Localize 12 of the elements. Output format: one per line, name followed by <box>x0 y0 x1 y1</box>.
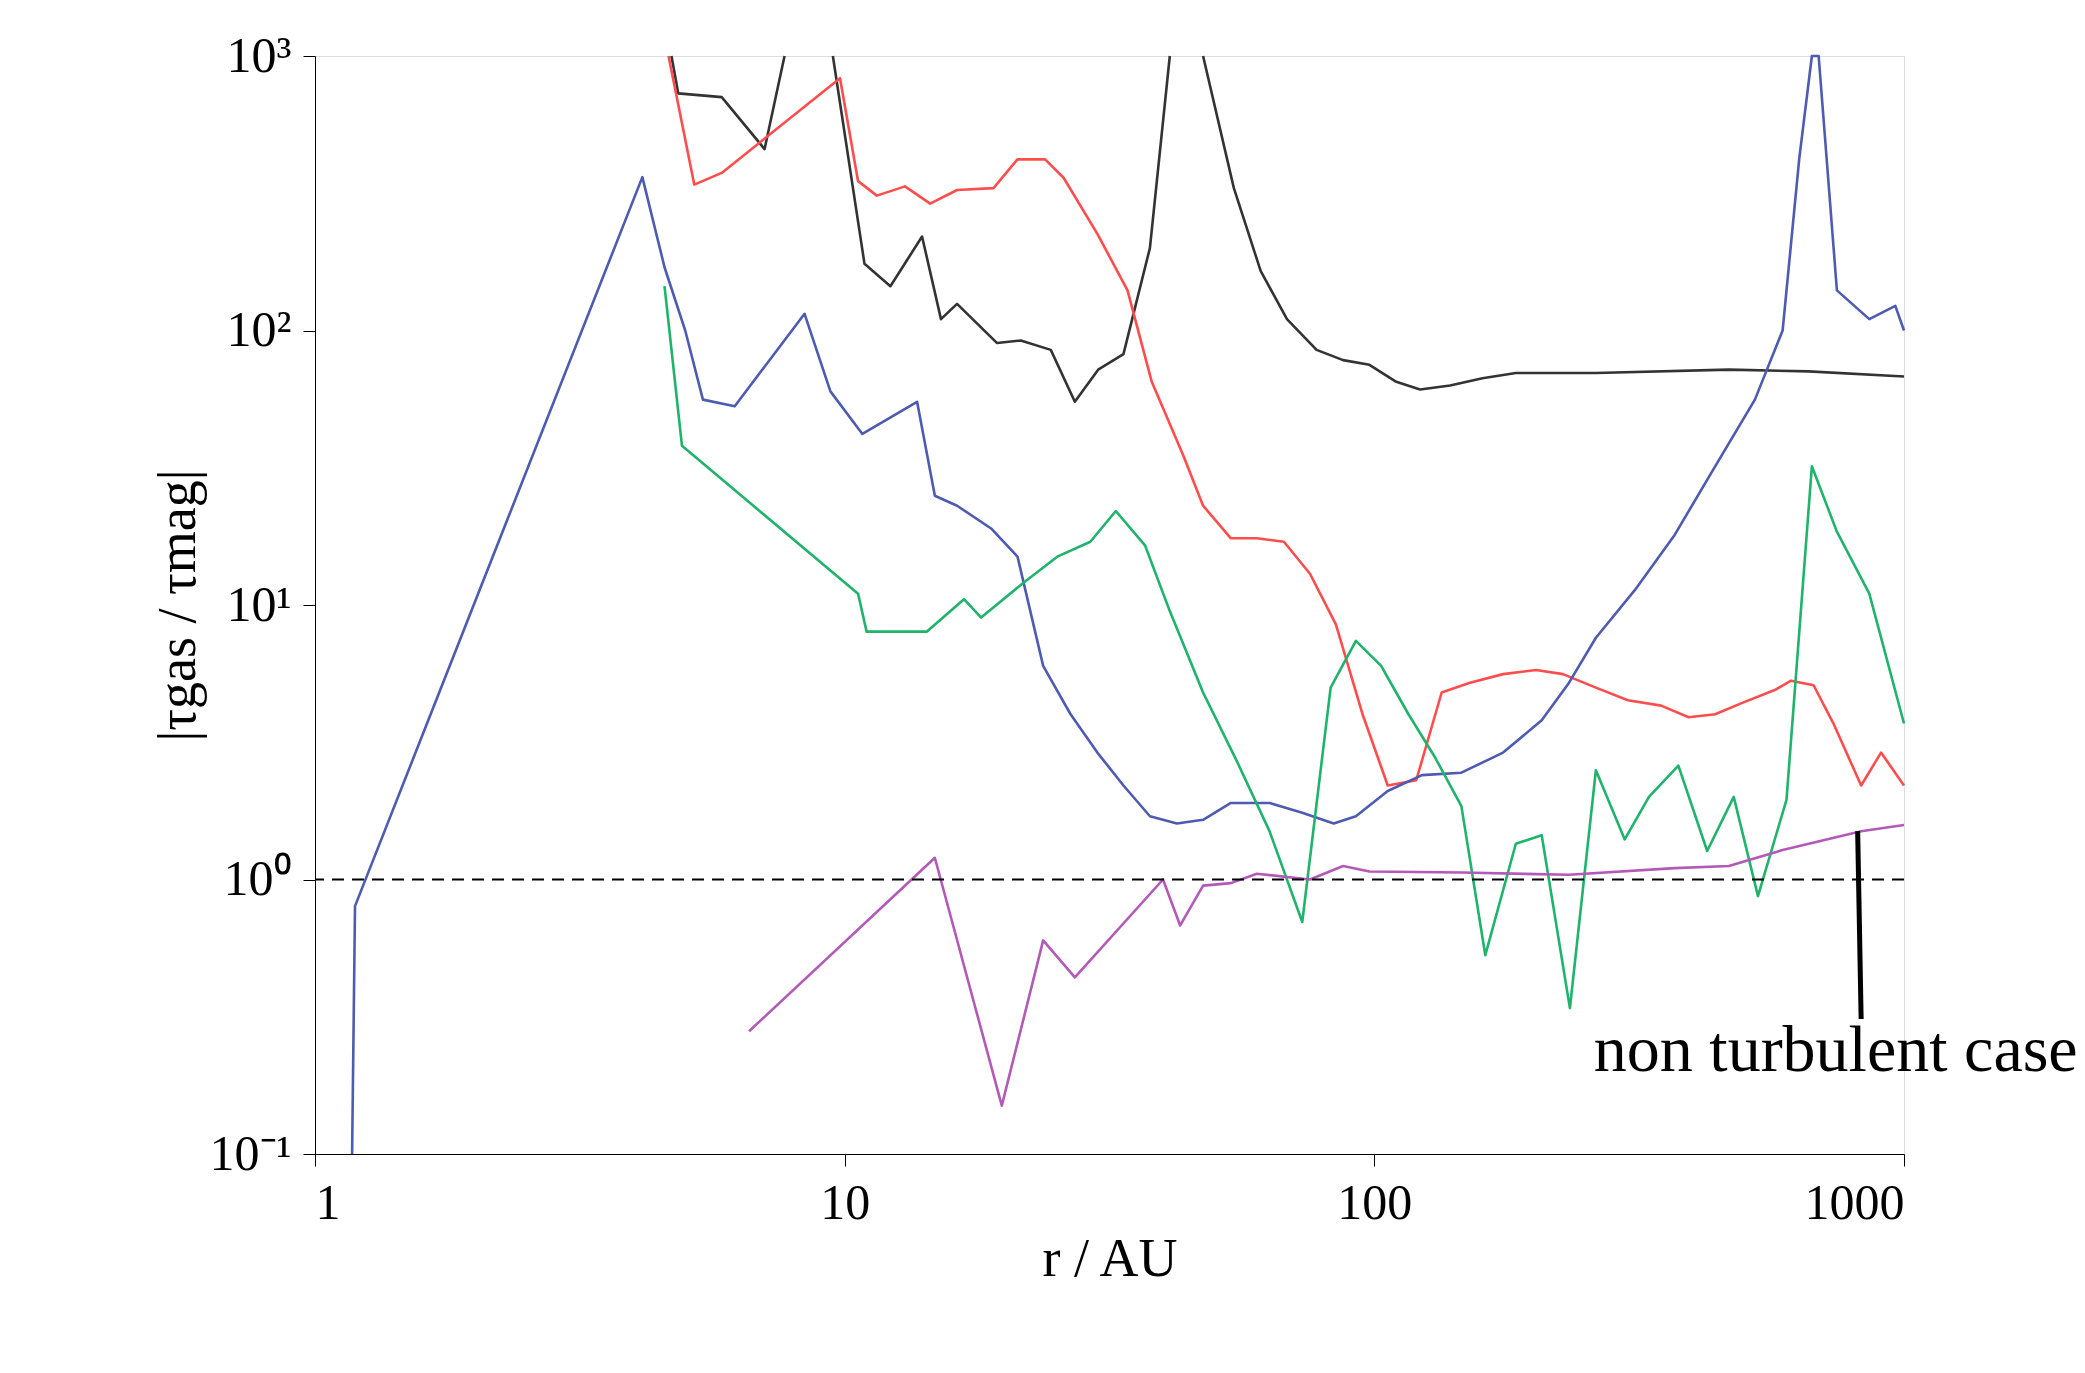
y-tick-label: 10⁰ <box>223 850 292 906</box>
x-tick-label: 1 <box>315 1173 341 1230</box>
y-axis-title: |τgas / τmag| <box>146 469 207 742</box>
y-tick-label: 10³ <box>226 26 292 83</box>
x-axis-title: r / AU <box>1042 1227 1178 1288</box>
annotation: non turbulent case <box>1593 1012 2078 1085</box>
y-tick-label: 10⁻¹ <box>209 1124 292 1181</box>
y-tick-label: 10¹ <box>226 575 292 632</box>
x-tick-label: 1000 <box>1804 1173 1905 1230</box>
x-tick-label: 100 <box>1337 1173 1413 1230</box>
y-tick-label: 10² <box>226 301 292 357</box>
x-tick-label: 10 <box>820 1173 871 1230</box>
